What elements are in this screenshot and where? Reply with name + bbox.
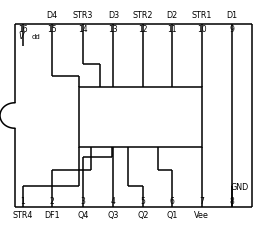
Text: Q1: Q1 xyxy=(167,211,178,220)
Text: V: V xyxy=(19,32,24,41)
Text: Q3: Q3 xyxy=(108,211,119,220)
Text: 7: 7 xyxy=(199,197,204,206)
Text: 11: 11 xyxy=(167,25,177,34)
Text: STR3: STR3 xyxy=(73,11,93,20)
Text: 6: 6 xyxy=(170,197,175,206)
Text: Vee: Vee xyxy=(194,211,209,220)
Text: D1: D1 xyxy=(227,11,238,20)
Text: Q4: Q4 xyxy=(77,211,88,220)
Text: 10: 10 xyxy=(197,25,206,34)
Text: 9: 9 xyxy=(230,25,235,34)
Text: STR1: STR1 xyxy=(191,11,212,20)
Text: GND: GND xyxy=(230,183,248,192)
Text: DF1: DF1 xyxy=(44,211,60,220)
Text: D4: D4 xyxy=(46,11,58,20)
Text: D2: D2 xyxy=(167,11,178,20)
Text: dd: dd xyxy=(32,34,41,40)
Text: 3: 3 xyxy=(80,197,85,206)
Text: 4: 4 xyxy=(111,197,116,206)
Text: 14: 14 xyxy=(78,25,88,34)
Text: STR2: STR2 xyxy=(133,11,153,20)
Text: D3: D3 xyxy=(108,11,119,20)
Text: 1: 1 xyxy=(20,197,25,206)
Text: Q2: Q2 xyxy=(137,211,149,220)
Text: STR4: STR4 xyxy=(13,211,33,220)
Text: 13: 13 xyxy=(109,25,118,34)
Bar xyxy=(79,87,202,147)
Text: 12: 12 xyxy=(138,25,148,34)
Text: 2: 2 xyxy=(50,197,54,206)
Text: 16: 16 xyxy=(18,25,28,34)
Text: 15: 15 xyxy=(47,25,57,34)
Text: 5: 5 xyxy=(140,197,145,206)
Text: 8: 8 xyxy=(230,197,235,206)
